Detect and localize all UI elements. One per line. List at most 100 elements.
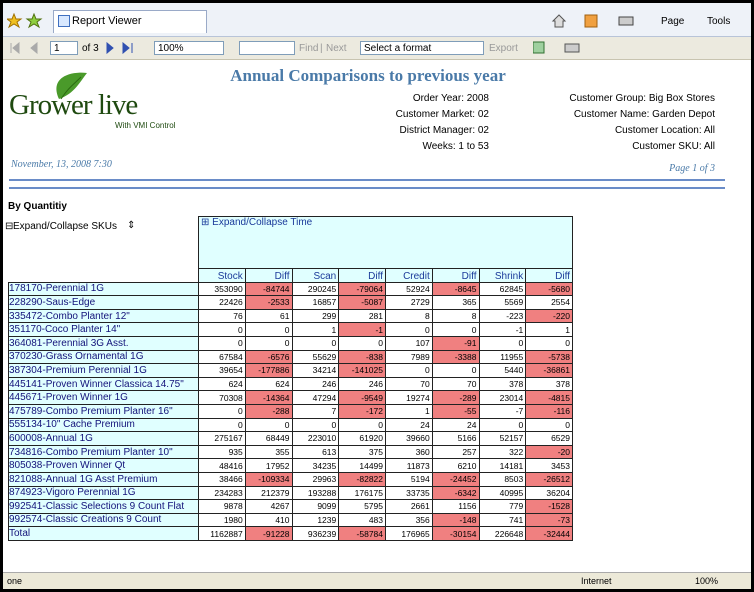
find-input[interactable] — [239, 41, 295, 55]
row-label[interactable]: 387304-Premium Perennial 1G — [8, 363, 199, 378]
cell: 5194 — [385, 471, 433, 487]
cell: 360 — [385, 444, 433, 460]
data-row: 992574-Classic Creations 9 Count 1980 410 1… — [8, 512, 573, 528]
cell: -82822 — [338, 471, 386, 487]
cell: 2661 — [385, 499, 433, 514]
row-label[interactable]: 445141-Proven Winner Classica 14.75" — [8, 376, 199, 392]
cell: 0 — [525, 335, 573, 351]
status-bar: one Internet 100% — [3, 572, 751, 589]
cell: -58784 — [338, 526, 386, 541]
parameter: District Manager: 02 — [399, 125, 489, 136]
column-header: Stock — [198, 268, 246, 283]
cell: 1 — [385, 403, 433, 419]
cell: 741 — [478, 512, 527, 528]
column-header: Diff — [431, 268, 480, 283]
cell: -24452 — [431, 471, 480, 487]
cell: -91 — [431, 335, 480, 351]
page-input[interactable]: 1 — [50, 41, 78, 55]
sort-icon[interactable]: ⇕ — [127, 220, 136, 231]
cell: 33735 — [385, 485, 433, 501]
cell: 0 — [338, 417, 386, 433]
cell: 1162887 — [198, 526, 246, 541]
cell: 8 — [385, 308, 433, 324]
row-label[interactable]: 600008-Annual 1G — [8, 431, 199, 446]
cell: 16857 — [291, 295, 340, 310]
row-label[interactable]: 178170-Perennial 1G — [8, 281, 199, 297]
header-row: Stock Diff Scan Diff Credit Diff Shrink Diff — [9, 268, 573, 283]
cell: 0 — [244, 335, 293, 351]
row-label[interactable]: 992574-Classic Creations 9 Count — [8, 512, 199, 528]
expand-skus[interactable]: Expand/Collapse SKUs — [13, 221, 117, 232]
row-label[interactable]: 874923-Vigoro Perennial 1G — [8, 485, 199, 501]
cell: 1156 — [431, 499, 480, 514]
cell: 62845 — [478, 281, 527, 297]
data-row: Total 1162887 -91228 936239 -58784 176965 -301… — [8, 526, 573, 541]
row-label[interactable]: 475789-Combo Premium Planter 16" — [8, 403, 199, 419]
logo-text: Grower live — [9, 89, 138, 121]
page-number: Page 1 of 3 — [669, 163, 715, 174]
cell: 8 — [431, 308, 480, 324]
cell: -36861 — [525, 363, 573, 378]
row-label[interactable]: 805038-Proven Winner Qt — [8, 458, 199, 473]
cell: -84744 — [244, 281, 293, 297]
nav-first-prev[interactable] — [9, 42, 49, 54]
column-header: Shrink — [478, 268, 527, 283]
row-label[interactable]: 555134-10" Cache Premium — [8, 417, 199, 433]
row-label[interactable]: 734816-Combo Premium Planter 10" — [8, 444, 199, 460]
cell: -1528 — [525, 499, 573, 514]
expand-time[interactable]: Expand/Collapse Time — [212, 217, 313, 229]
cell: -148 — [431, 512, 480, 528]
export-link[interactable]: Export — [489, 43, 518, 54]
toolbar-icons[interactable] — [551, 13, 641, 29]
row-label[interactable]: 351170-Coco Planter 14" — [8, 322, 199, 337]
row-label[interactable]: 821088-Annual 1G Asst Premium — [8, 471, 199, 487]
menu-tools[interactable]: Tools — [707, 16, 731, 27]
expand-time-cell: ⊞ Expand/Collapse Time — [198, 216, 573, 269]
find-link[interactable]: Find — [299, 43, 319, 54]
row-label[interactable]: 364081-Perennial 3G Asst. — [8, 335, 199, 351]
row-label[interactable]: 228290-Saus-Edge — [8, 295, 199, 310]
cell: 624 — [198, 376, 246, 392]
column-header: Diff — [525, 268, 573, 283]
cell: 0 — [198, 335, 246, 351]
cell: 223010 — [291, 431, 340, 446]
cell: 39654 — [198, 363, 246, 378]
row-label[interactable]: 335472-Combo Planter 12" — [8, 308, 199, 324]
browser-toolbar: Report Viewer Page Tools — [3, 3, 751, 37]
row-label[interactable]: 992541-Classic Selections 9 Count Flat — [8, 499, 199, 514]
cell: 0 — [478, 417, 527, 433]
zoom-select[interactable]: 100% — [154, 41, 224, 55]
tab[interactable]: Report Viewer — [53, 10, 207, 33]
format-select[interactable]: Select a format — [360, 41, 484, 55]
favorites-icons[interactable] — [7, 13, 47, 29]
status-text: one — [7, 576, 23, 586]
row-label[interactable]: 445671-Proven Winner 1G — [8, 390, 199, 405]
data-row: 387304-Premium Perennial 1G 39654 -177886 3… — [8, 363, 573, 378]
cell: -8645 — [431, 281, 480, 297]
row-label[interactable]: Total — [8, 526, 199, 541]
expand-icon[interactable]: ⊟ — [5, 221, 14, 232]
cell: 22426 — [198, 295, 246, 310]
row-label[interactable]: 370230-Grass Ornamental 1G — [8, 349, 199, 365]
parameter: Customer Location: All — [614, 125, 715, 136]
cell: 5166 — [431, 431, 480, 446]
cell: 0 — [385, 363, 433, 378]
column-header: Credit — [385, 268, 433, 283]
cell: 14499 — [338, 458, 386, 473]
cell: 0 — [291, 417, 340, 433]
data-row: 874923-Vigoro Perennial 1G 234283 212379 19… — [8, 485, 573, 501]
cell: 11873 — [385, 458, 433, 473]
cell: -32444 — [525, 526, 573, 541]
browser-window: Report Viewer Page Tools 1 of 3 100% Fin… — [3, 3, 751, 589]
cell: 613 — [291, 444, 340, 460]
nav-next-last[interactable] — [103, 42, 139, 54]
parameter: Customer Name: Garden Depot — [573, 109, 715, 120]
cell: -288 — [244, 403, 293, 419]
refresh-print[interactable] — [533, 41, 583, 55]
menu-page[interactable]: Page — [661, 16, 685, 27]
next-link[interactable]: Next — [326, 43, 347, 54]
data-row: 555134-10" Cache Premium 0 0 0 0 24 24 0 0 — [8, 417, 573, 433]
data-row: 364081-Perennial 3G Asst. 0 0 0 0 107 -91 0 0 — [8, 335, 573, 351]
data-row: 228290-Saus-Edge 22426 -2533 16857 -5087 2729… — [8, 295, 573, 310]
zoom-level[interactable]: 100% — [695, 576, 719, 586]
